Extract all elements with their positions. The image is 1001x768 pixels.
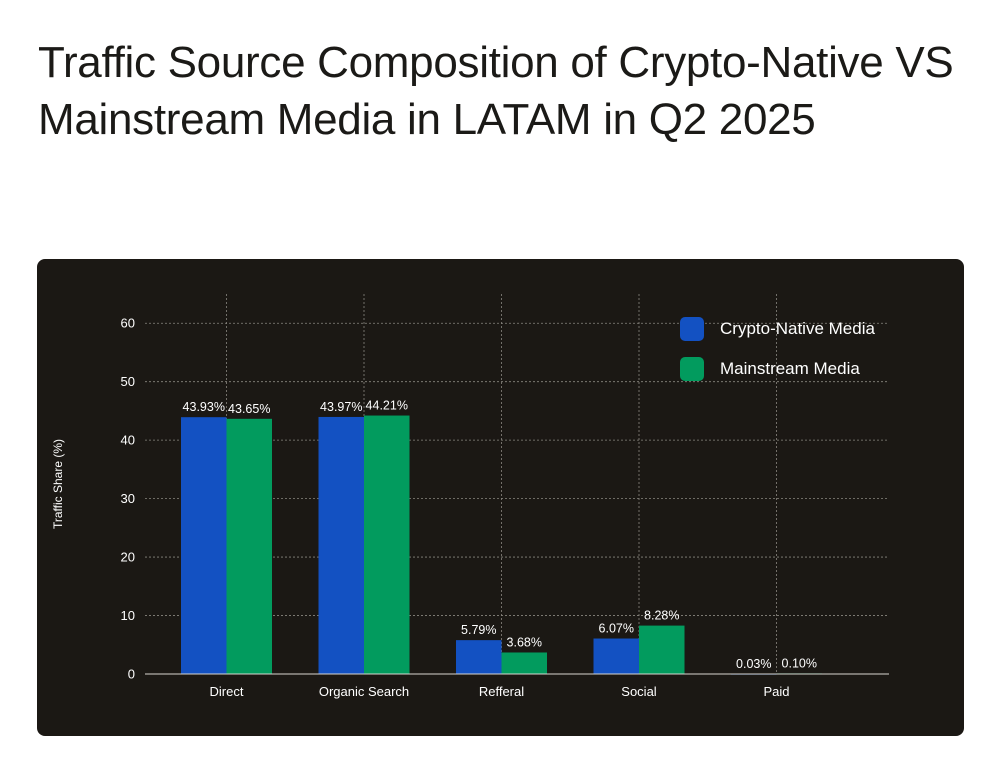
- legend-swatch-mainstream: [680, 357, 704, 381]
- data-label-mainstream: 8.28%: [644, 609, 679, 623]
- bars: [181, 415, 822, 675]
- x-tick-label: Social: [621, 684, 657, 699]
- data-label-crypto-native: 6.07%: [599, 622, 634, 636]
- bar-chart: 43.93% 43.97% 5.79% 6.07% 0.03% 43.65% 44.21% 3…: [51, 294, 889, 699]
- data-label-mainstream: 44.21%: [366, 399, 408, 413]
- x-tick-label: Refferal: [479, 684, 524, 699]
- bar-crypto-native[interactable]: [456, 640, 502, 674]
- data-label-mainstream: 43.65%: [228, 402, 270, 416]
- y-tick-label: 50: [121, 374, 135, 389]
- y-tick-label: 0: [128, 667, 135, 682]
- chart-panel: 43.93% 43.97% 5.79% 6.07% 0.03% 43.65% 44.21% 3…: [37, 259, 964, 736]
- legend-swatch-crypto-native: [680, 317, 704, 341]
- legend-item-crypto-native[interactable]: Crypto-Native Media: [680, 309, 875, 349]
- y-tick-label: 60: [121, 316, 135, 331]
- legend: Crypto-Native Media Mainstream Media: [680, 309, 875, 389]
- data-label-crypto-native: 43.97%: [320, 400, 362, 414]
- bar-crypto-native[interactable]: [593, 638, 640, 674]
- y-tick-label: 30: [121, 491, 135, 506]
- x-tick-label: Organic Search: [319, 684, 409, 699]
- y-tick-label: 10: [121, 608, 135, 623]
- data-label-crypto-native: 43.93%: [183, 400, 225, 414]
- data-label-mainstream: 0.10%: [782, 656, 817, 670]
- data-label-crypto-native: 0.03%: [736, 657, 771, 671]
- data-labels: 43.93% 43.97% 5.79% 6.07% 0.03% 43.65% 44.21% 3…: [183, 399, 817, 671]
- bar-mainstream[interactable]: [501, 652, 548, 674]
- y-tick-label: 20: [121, 550, 135, 565]
- legend-label-crypto-native: Crypto-Native Media: [720, 319, 875, 338]
- x-tick-label: Direct: [210, 684, 244, 699]
- x-tick-label: Paid: [763, 684, 789, 699]
- axes: 0 10 20 30 40 50 60 Direct Organic Search Reffera…: [121, 316, 889, 699]
- data-label-mainstream: 3.68%: [507, 635, 542, 649]
- bar-mainstream[interactable]: [639, 625, 685, 674]
- bar-mainstream[interactable]: [364, 415, 410, 674]
- data-label-crypto-native: 5.79%: [461, 623, 496, 637]
- bar-crypto-native[interactable]: [318, 416, 365, 674]
- y-axis-title: Traffic Share (%): [51, 439, 65, 529]
- bar-crypto-native[interactable]: [181, 417, 227, 674]
- legend-item-mainstream[interactable]: Mainstream Media: [680, 349, 875, 389]
- legend-label-mainstream: Mainstream Media: [720, 359, 860, 378]
- y-tick-label: 40: [121, 433, 135, 448]
- bar-mainstream[interactable]: [226, 418, 273, 674]
- chart-title: Traffic Source Composition of Crypto-Nat…: [38, 38, 954, 144]
